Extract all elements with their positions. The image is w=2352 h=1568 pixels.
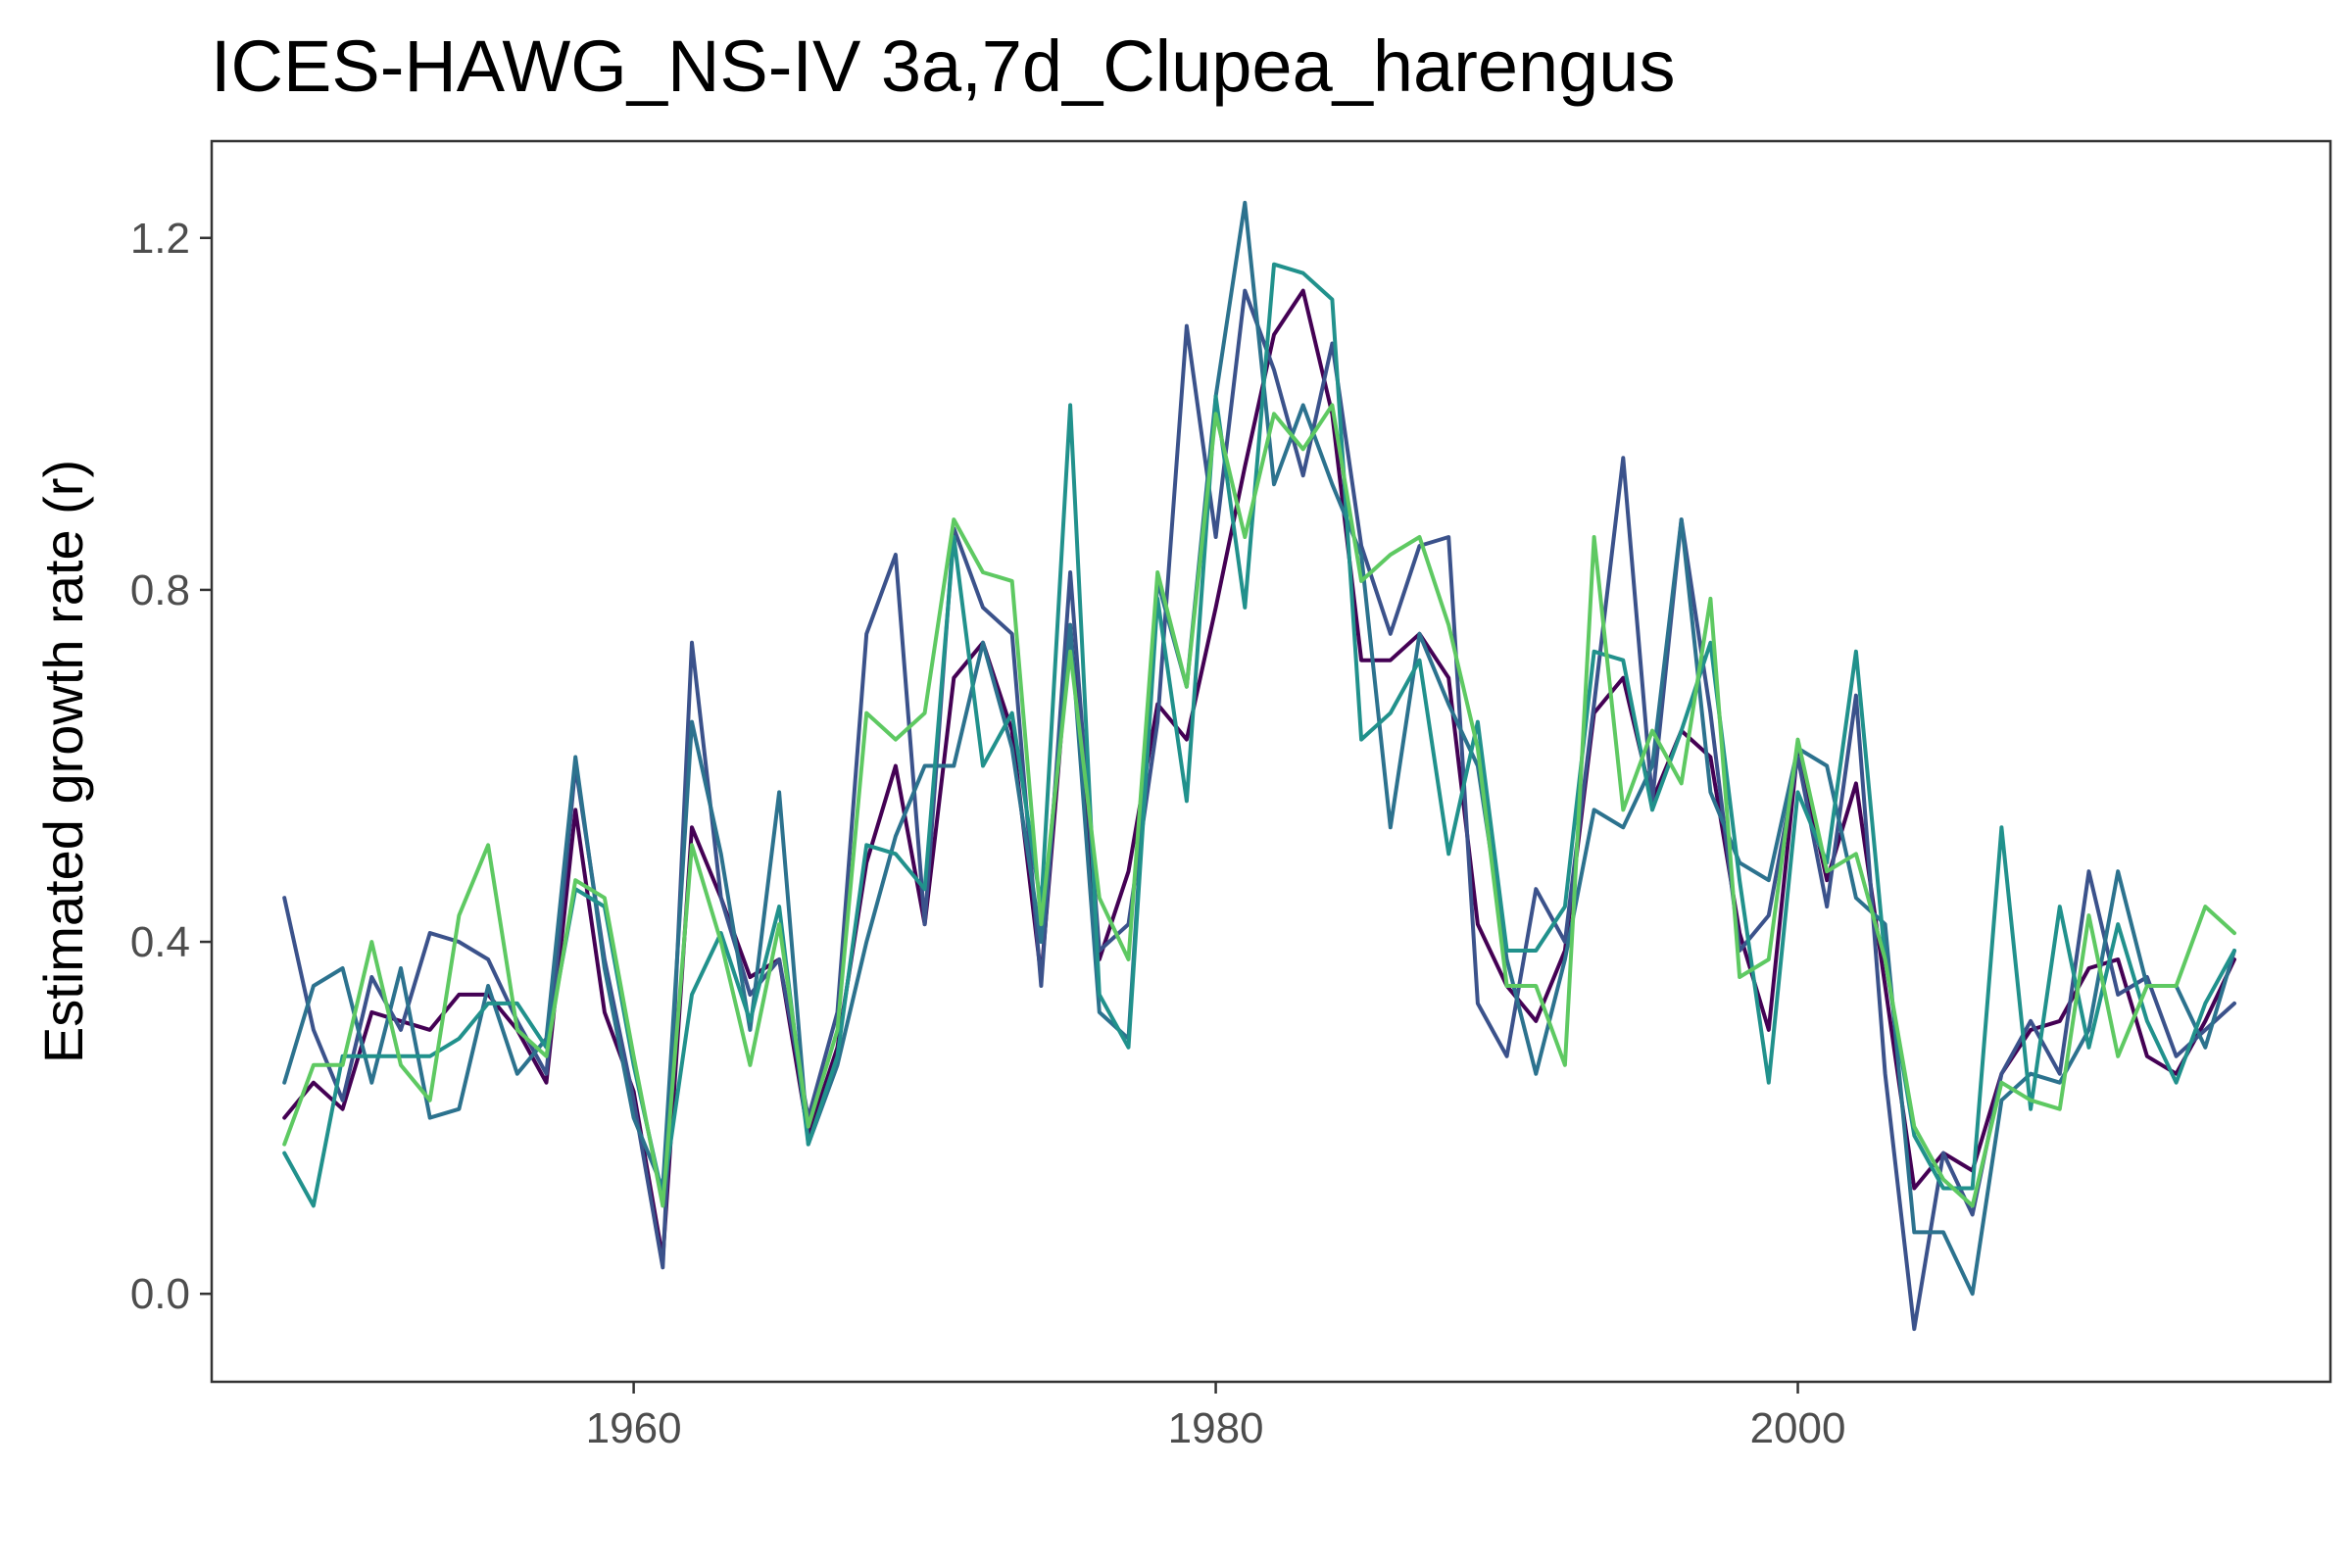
x-tick-label-1960: 1960	[586, 1404, 682, 1452]
y-axis-label: Estimated growth rate (r)	[32, 460, 94, 1063]
y-tick-label-0.4: 0.4	[130, 918, 190, 966]
y-tick-label-1.2: 1.2	[130, 215, 190, 263]
series-line-1	[282, 288, 2236, 1261]
x-tick-label-1980: 1980	[1168, 1404, 1264, 1452]
x-axis: 1960 1980 2000	[586, 1382, 1846, 1452]
panel-border	[210, 139, 2332, 1384]
y-axis: 0.0 0.4 0.8 1.2	[130, 215, 212, 1318]
chart-title: ICES-HAWG_NS-IV 3a,7d_Clupea_harengus	[211, 25, 1675, 107]
x-tick-label-2000: 2000	[1750, 1404, 1846, 1452]
series-line-3	[282, 200, 2236, 1297]
series-line-5	[282, 403, 2236, 1208]
plot-area	[282, 200, 2236, 1332]
y-tick-label-0.0: 0.0	[130, 1270, 190, 1318]
y-tick-label-0.8: 0.8	[130, 566, 190, 614]
